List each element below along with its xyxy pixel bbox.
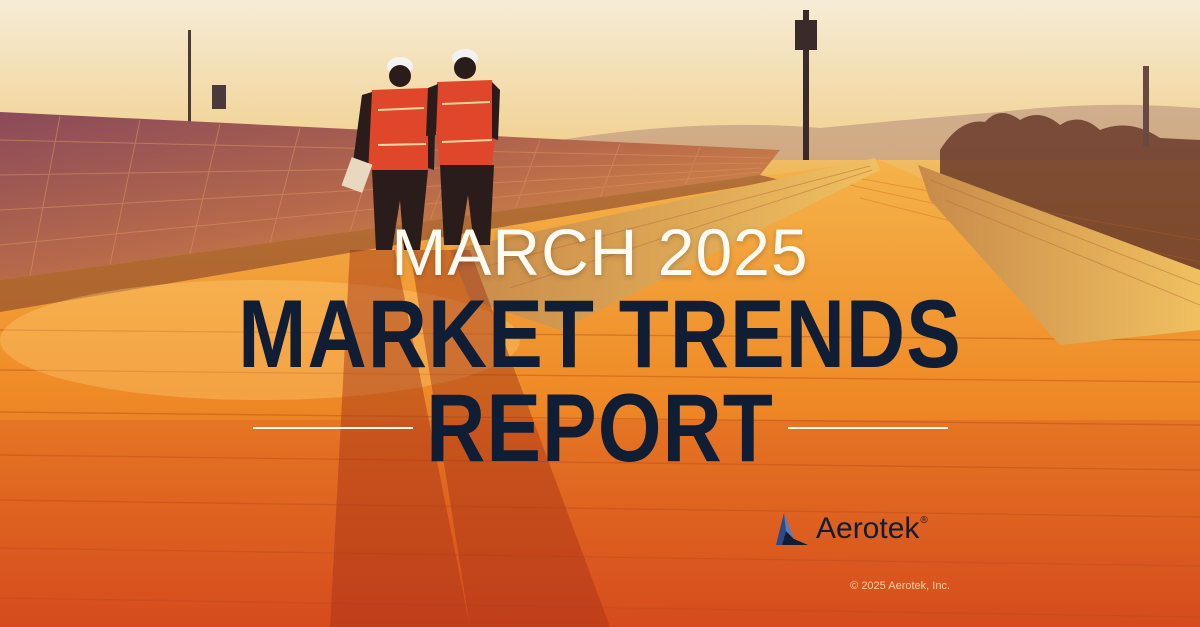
brand-name: Aerotek (816, 512, 920, 545)
worker-silhouette (426, 49, 500, 245)
worker-silhouette (341, 57, 436, 250)
brand-logo: Aerotek ® (772, 507, 928, 551)
shadow (410, 250, 610, 627)
registered-mark: ® (920, 515, 928, 526)
aerotek-arrow-logo-icon (776, 513, 808, 545)
solar-panels-middle (450, 158, 880, 330)
shadow (330, 250, 470, 627)
chimney (1143, 66, 1149, 146)
copyright-notice: © 2025 Aerotek, Inc. (850, 580, 950, 592)
solar-panels-right (918, 165, 1200, 345)
roof (0, 160, 1200, 627)
antenna-tower (803, 10, 809, 160)
